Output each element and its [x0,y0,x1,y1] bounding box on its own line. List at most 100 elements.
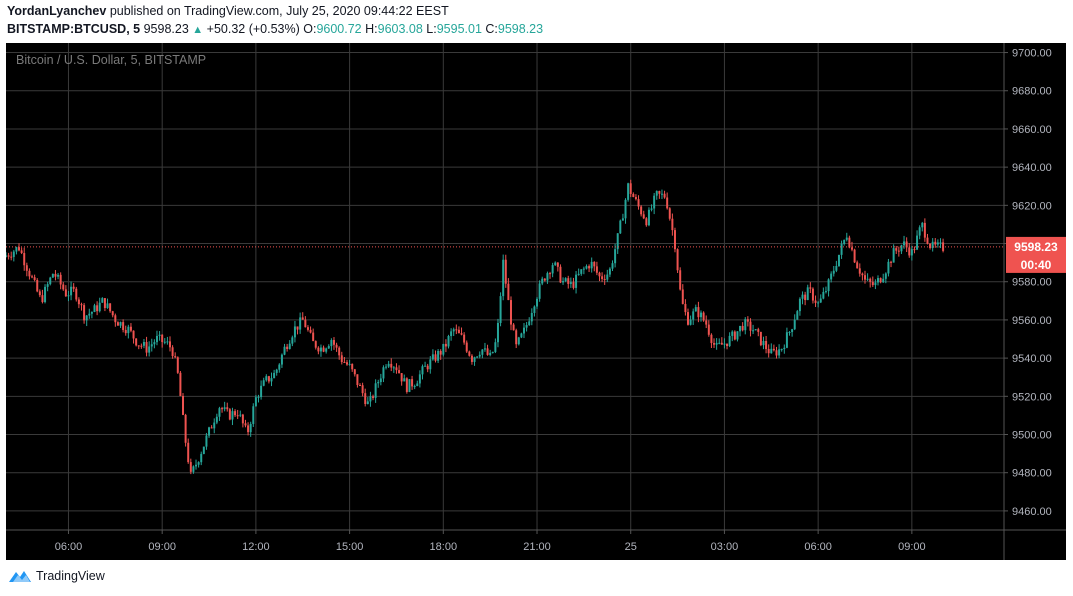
candle-body [72,286,75,289]
candle-body [523,327,526,334]
candle-body [215,416,218,423]
candle-body [819,298,822,303]
candle-body [866,278,869,280]
candle-body [840,244,843,255]
candle-body [228,409,231,420]
candle-body [577,273,580,275]
candle-body [98,302,101,312]
candle-body [627,183,630,200]
footer-brand-name: TradingView [36,569,105,583]
candle-body [601,276,604,280]
candle-body [798,298,801,312]
candle-body [580,269,583,274]
candle-body [619,220,622,234]
candle-body [637,199,640,207]
time-axis-label: 06:00 [804,541,832,553]
candle-body [640,206,643,215]
price-axis-label: 9660.00 [1012,124,1052,136]
candle-body [791,329,794,332]
candle-body [614,249,617,264]
candle-body [486,348,489,355]
candle-body [525,325,528,328]
open-value: 9600.72 [316,22,362,36]
candle-body [122,322,125,330]
candle-body [731,331,734,336]
price-axis-label: 9700.00 [1012,48,1052,60]
candle-body [142,342,145,346]
candle-body [697,307,700,318]
candle-body [64,289,67,297]
candle-body [335,344,338,348]
candles [5,179,945,475]
candle-body [653,195,656,209]
symbol-name: BITSTAMP:BTCUSD, 5 [7,22,141,36]
candle-body [340,355,343,362]
candle-body [158,334,161,336]
candle-body [554,262,557,266]
candle-body [736,331,739,340]
time-axis-label: 15:00 [336,541,364,553]
candle-body [452,329,455,332]
price-axis-label: 9560.00 [1012,315,1052,327]
candle-body [871,281,874,286]
price-axis-label: 9640.00 [1012,162,1052,174]
candle-body [309,329,312,333]
candle-body [213,422,216,429]
candle-body [155,335,158,343]
candle-body [166,341,169,343]
last-price: 9598.23 [143,22,189,36]
candle-body [465,342,468,352]
candle-body [655,191,658,196]
candle-body [306,327,309,330]
price-axis-label: 9680.00 [1012,86,1052,98]
candle-body [93,305,96,313]
candle-body [908,247,911,256]
candle-body [140,345,143,347]
candle-body [882,278,885,283]
candle-body [75,288,78,300]
candle-body [757,329,760,332]
candle-body [556,262,559,267]
candle-body [923,222,926,238]
last-price-tag-background [1006,236,1066,273]
chart-container[interactable]: 9700.009680.009660.009640.009620.009600.… [5,43,1066,560]
candle-body [621,218,624,221]
candle-body [796,311,799,320]
candle-body [296,326,299,330]
candle-body [54,273,57,277]
candle-body [145,342,148,353]
candle-body [197,462,200,465]
candle-body [301,317,304,320]
candle-body [660,193,663,195]
candle-body [770,348,773,354]
candle-body [608,268,611,275]
candle-body [749,321,752,331]
time-axis-label: 18:00 [430,541,458,553]
footer-branding[interactable]: TradingView [8,569,105,583]
candle-body [15,247,18,252]
time-axis[interactable]: 06:00 09:00 12:00 15:00 18:00 21:00 25 03:00 06:… [55,530,926,553]
candle-body [897,250,900,252]
candle-body [835,265,838,271]
candle-body [598,272,601,277]
candle-body [351,363,354,370]
author-name[interactable]: YordanLyanchev [7,4,107,18]
candle-body [18,247,21,251]
time-axis-label: 09:00 [148,541,176,553]
candle-body [502,259,505,297]
candle-body [754,329,757,331]
candle-body [858,268,861,274]
low-label: L: [426,22,437,36]
candle-body [442,343,445,355]
candle-body [405,378,408,392]
candle-body [593,261,596,267]
candle-body [491,351,494,353]
candle-body [62,284,65,290]
candle-body [385,366,388,368]
candle-body [226,407,229,410]
candlestick-chart[interactable]: 9700.009680.009660.009640.009620.009600.… [5,43,1066,560]
candle-body [247,425,250,433]
candle-body [478,354,481,357]
candle-body [41,295,44,303]
candle-body [176,357,179,373]
